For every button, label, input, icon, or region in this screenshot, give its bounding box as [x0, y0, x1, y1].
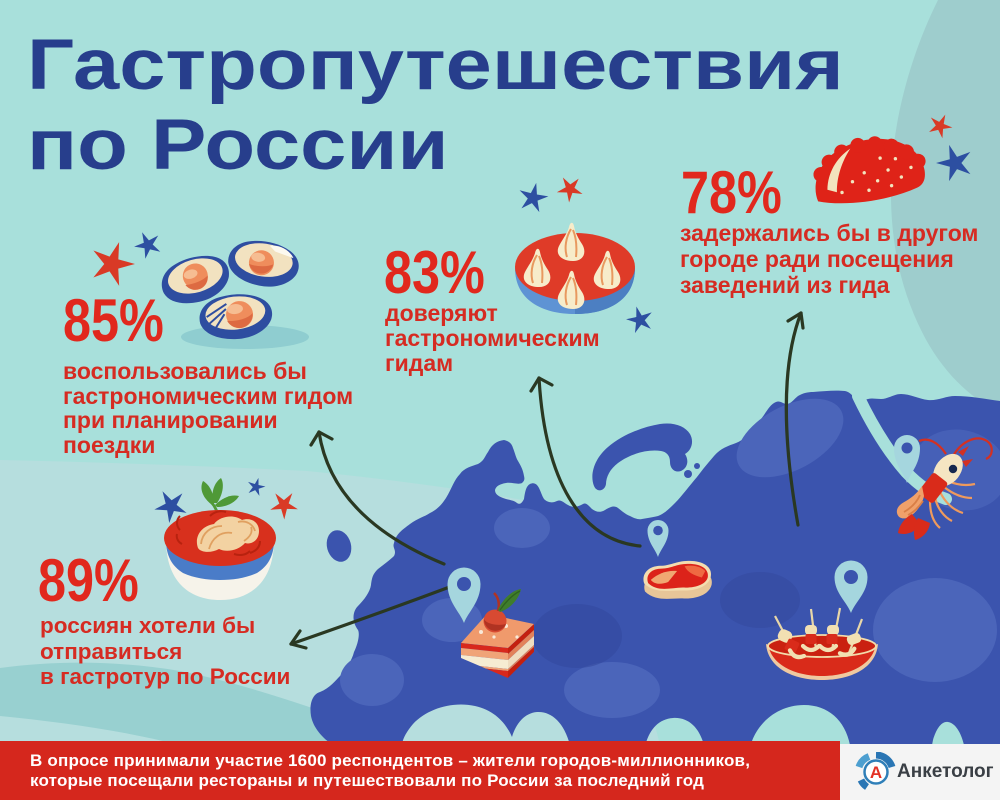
svg-text:А: А — [870, 763, 882, 782]
